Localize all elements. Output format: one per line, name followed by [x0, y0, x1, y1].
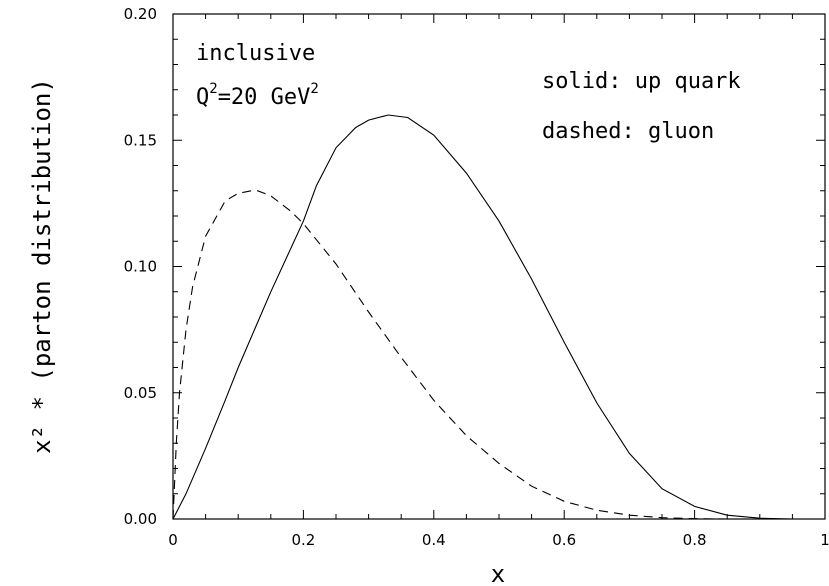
x-tick-label: 0 [168, 531, 178, 549]
solid-legend-label: solid: up quark [542, 69, 741, 94]
x-axis-title: x [491, 560, 505, 586]
x-tick-label: 0.2 [291, 531, 315, 549]
y-tick-label: 0.20 [124, 5, 157, 23]
x-tick-labels: 0 0.2 0.4 0.6 0.8 1 [168, 531, 829, 549]
axis-ticks [172, 13, 826, 520]
scale-label: Q2=20 GeV2 [196, 81, 319, 110]
series-layer [172, 114, 825, 520]
y-axis-title: x² * (parton distribution) [28, 78, 56, 454]
y-tick-labels: 0.00 0.05 0.10 0.15 0.20 [124, 5, 157, 528]
process-label: inclusive [196, 41, 315, 66]
x-tick-label: 0.8 [683, 531, 707, 549]
x-tick-label: 0.6 [552, 531, 576, 549]
x-tick-label: 1 [820, 531, 829, 549]
dashed-legend-label: dashed: gluon [542, 119, 714, 144]
x-tick-label: 0.4 [422, 531, 446, 549]
plot-area [172, 13, 826, 520]
y-tick-label: 0.15 [124, 131, 157, 149]
y-tick-label: 0.10 [124, 258, 157, 276]
gluon-series-line [172, 190, 728, 520]
y-tick-label: 0.00 [124, 510, 157, 528]
y-tick-label: 0.05 [124, 384, 157, 402]
up-quark-series-line [172, 114, 825, 520]
